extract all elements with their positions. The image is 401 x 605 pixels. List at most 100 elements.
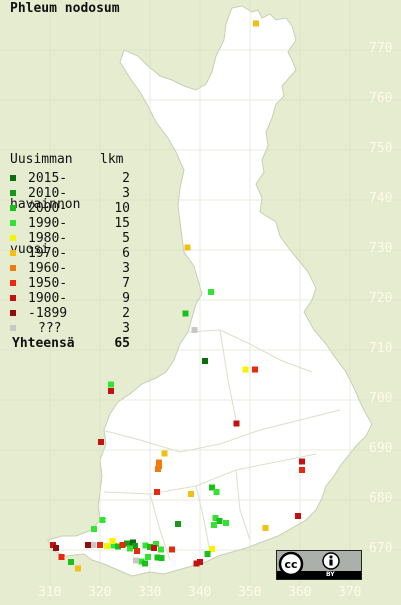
legend-row: 2015- 2 <box>10 171 135 186</box>
observation-marker <box>119 542 126 548</box>
legend-label: 1950- <box>28 276 68 291</box>
y-tick-label: 770 <box>369 41 393 56</box>
legend-label: 1960- <box>28 261 68 276</box>
legend-swatch <box>10 220 16 226</box>
observation-marker <box>155 466 161 472</box>
observation-marker <box>134 548 140 554</box>
observation-marker <box>53 545 59 551</box>
observation-marker <box>299 467 305 473</box>
x-tick-label: 350 <box>238 585 262 600</box>
observation-marker <box>182 310 189 317</box>
x-tick-label: 320 <box>88 585 112 600</box>
x-tick-label: 370 <box>338 585 362 600</box>
observation-marker <box>109 538 116 544</box>
y-tick-label: 740 <box>369 191 393 206</box>
legend-swatch <box>10 190 16 196</box>
legend-count: 7 <box>122 276 130 291</box>
legend-swatch <box>10 280 16 286</box>
legend-row: ??? 3 <box>10 321 135 336</box>
observation-marker <box>147 544 153 550</box>
legend-total: Yhteensä 65 <box>12 336 132 351</box>
legend-count: 2 <box>122 171 130 186</box>
observation-marker <box>85 542 91 548</box>
observation-marker <box>188 491 194 497</box>
observation-marker <box>175 521 181 527</box>
observation-marker <box>58 554 65 560</box>
legend-swatch <box>10 295 16 301</box>
svg-text:cc: cc <box>284 558 297 571</box>
observation-marker <box>130 539 136 546</box>
legend-label: -1899 <box>28 306 68 321</box>
license-badge-text: BY <box>326 571 335 578</box>
observation-marker <box>151 545 157 551</box>
y-tick-label: 730 <box>369 241 393 256</box>
observation-marker <box>154 554 161 561</box>
observation-marker <box>299 458 305 465</box>
observation-marker <box>216 518 223 524</box>
observation-marker <box>223 520 229 526</box>
species-title: Phleum nodosum <box>10 1 120 16</box>
total-count: 65 <box>114 336 130 351</box>
observation-marker <box>97 542 103 548</box>
legend-count: 3 <box>122 261 130 276</box>
observation-marker <box>142 542 149 549</box>
legend-row: 1960- 3 <box>10 261 135 276</box>
y-tick-label: 710 <box>369 341 393 356</box>
observation-marker <box>154 489 160 495</box>
license-badge[interactable]: cc BY <box>276 550 362 580</box>
observation-marker <box>98 439 104 445</box>
observation-marker <box>202 358 208 364</box>
observation-marker <box>169 546 175 553</box>
observation-marker <box>161 450 168 457</box>
legend-row: 1970- 6 <box>10 246 135 261</box>
observation-marker <box>233 420 240 427</box>
legend-swatch <box>10 265 16 271</box>
legend-count: 6 <box>122 246 130 261</box>
observation-marker <box>91 526 97 532</box>
observation-marker <box>295 513 301 519</box>
observation-marker <box>110 542 117 549</box>
legend-label: 1990- <box>28 216 68 231</box>
observation-marker <box>191 327 198 333</box>
legend-label: 2000- <box>28 201 68 216</box>
x-tick-label: 330 <box>138 585 162 600</box>
observation-marker <box>132 543 138 549</box>
region-borders <box>101 329 341 561</box>
observation-marker <box>156 459 162 466</box>
legend-row: 2010- 3 <box>10 186 135 201</box>
legend-label: 2010- <box>28 186 68 201</box>
legend-label: 2015- <box>28 171 68 186</box>
legend-count: 10 <box>114 201 130 216</box>
cc-by-icon: cc <box>277 551 361 579</box>
observation-marker <box>108 388 114 394</box>
observation-marker <box>138 558 145 565</box>
legend-count: 3 <box>122 186 130 201</box>
observation-marker <box>262 525 269 531</box>
legend-swatch <box>10 235 16 241</box>
legend-row: 2000- 10 <box>10 201 135 216</box>
observation-marker <box>212 515 219 521</box>
y-tick-label: 690 <box>369 441 393 456</box>
observation-marker <box>211 522 217 528</box>
observation-marker <box>252 366 258 373</box>
legend-heading-line-1: Uusimman <box>10 152 73 167</box>
observation-marker <box>209 546 215 552</box>
legend-row: 1950- 7 <box>10 276 135 291</box>
legend-row: 1980- 5 <box>10 231 135 246</box>
observation-marker <box>209 484 215 491</box>
legend-label: ??? <box>38 321 62 336</box>
observation-marker <box>68 559 74 565</box>
observation-marker <box>184 244 191 251</box>
observation-marker <box>145 554 151 560</box>
legend-count: 5 <box>122 231 130 246</box>
observation-marker <box>193 560 200 567</box>
observation-marker <box>124 540 130 547</box>
observation-marker <box>115 543 121 550</box>
observation-marker <box>253 20 259 27</box>
observation-marker <box>208 289 214 295</box>
legend-row: 1900- 9 <box>10 291 135 306</box>
legend-count: 15 <box>114 216 130 231</box>
legend-label: 1980- <box>28 231 68 246</box>
